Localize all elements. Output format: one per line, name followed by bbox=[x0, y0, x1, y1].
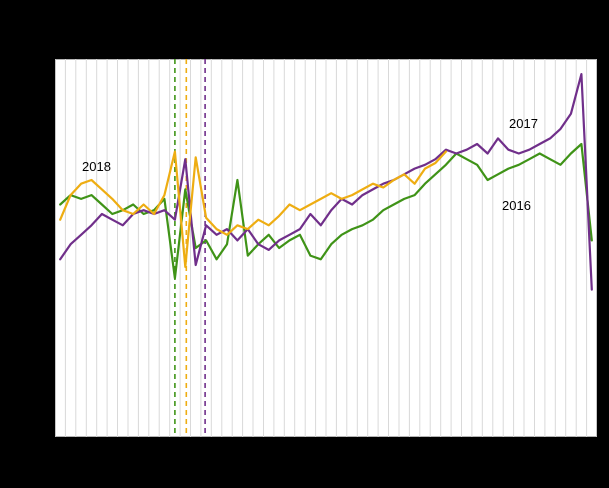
series-line-2018 bbox=[59, 150, 447, 268]
plot-area bbox=[55, 59, 597, 437]
series-label-2018: 2018 bbox=[82, 159, 111, 174]
series-label-2017: 2017 bbox=[509, 116, 538, 131]
series-line-2017 bbox=[59, 73, 593, 291]
series-label-2016: 2016 bbox=[502, 198, 531, 213]
chart-svg bbox=[55, 59, 597, 437]
